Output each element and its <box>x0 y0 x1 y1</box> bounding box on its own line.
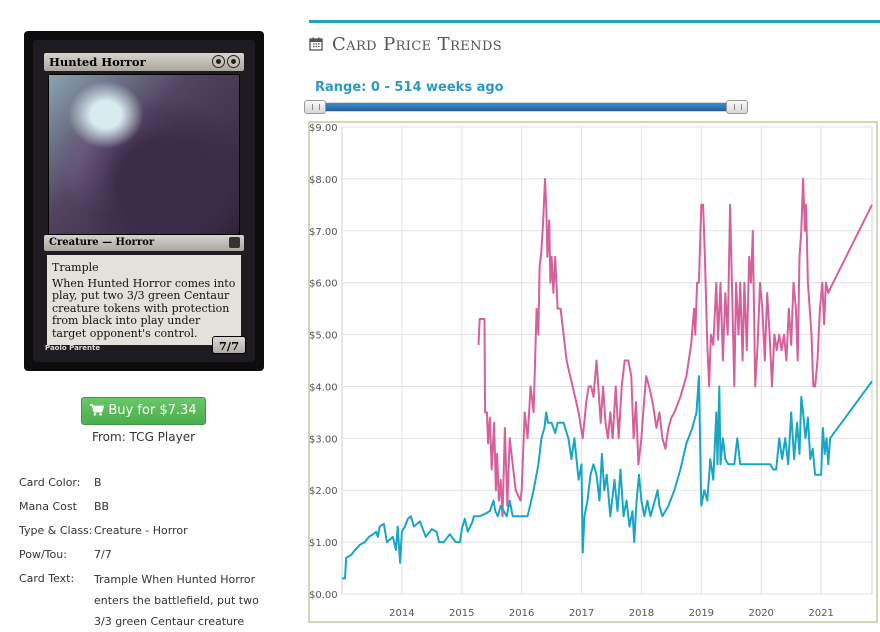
detail-row: Mana Cost BB <box>19 495 269 519</box>
set-symbol-icon <box>229 237 240 248</box>
card-keyword: Trample <box>52 261 99 274</box>
card-frame: Hunted Horror Creature — Horror Trample … <box>33 40 255 362</box>
x-tick-label: 2016 <box>509 608 534 619</box>
card-type-text: Creature — Horror <box>49 237 155 248</box>
y-tick-label: $4.00 <box>309 382 338 393</box>
y-tick-label: $9.00 <box>309 123 338 134</box>
y-tick-label: $0.00 <box>309 590 338 601</box>
detail-value: Trample When Hunted Horror enters the ba… <box>94 573 259 628</box>
card-artist: Paolo Parente <box>45 344 101 352</box>
y-tick-label: $5.00 <box>309 331 338 342</box>
section-divider <box>309 20 880 23</box>
detail-row: Pow/Tou: 7/7 <box>19 543 269 567</box>
x-tick-label: 2018 <box>629 608 654 619</box>
plot-area <box>341 126 873 595</box>
detail-label: Card Color: <box>19 476 81 489</box>
detail-row: Card Color: B <box>19 471 269 495</box>
card-power-toughness: 7/7 <box>212 336 246 354</box>
shopping-cart-icon <box>90 404 105 416</box>
x-tick-label: 2021 <box>808 608 833 619</box>
x-tick-label: 2019 <box>689 608 714 619</box>
black-mana-icon <box>227 55 240 68</box>
mana-cost-icons <box>212 55 240 68</box>
detail-label: Type & Class: <box>19 524 93 537</box>
section-title: Card Price Trends <box>332 33 503 55</box>
detail-value: Creature - Horror <box>94 524 188 537</box>
price-chart-svg: $0.00 $1.00 $2.00 $3.00 $4.00 $5.00 $6.00 $7.00… <box>308 121 878 623</box>
x-tick-label: 2020 <box>748 608 773 619</box>
buy-button[interactable]: Buy for $7.34 <box>81 397 206 425</box>
card-name: Hunted Horror <box>44 53 244 71</box>
x-tick-label: 2017 <box>569 608 594 619</box>
detail-row: Card Text: Trample When Hunted Horror en… <box>19 567 269 632</box>
detail-value: B <box>94 476 102 489</box>
detail-value: BB <box>94 500 110 513</box>
card-name-text: Hunted Horror <box>49 55 146 69</box>
range-label: Range: 0 - 514 weeks ago <box>315 80 504 95</box>
detail-label: Pow/Tou: <box>19 548 67 561</box>
section-header: Card Price Trends <box>309 33 502 55</box>
y-tick-label: $3.00 <box>309 434 338 445</box>
calendar-icon <box>309 37 323 51</box>
card-details-table: Card Color: B Mana Cost BB Type & Class:… <box>19 471 269 632</box>
card-image: Hunted Horror Creature — Horror Trample … <box>24 31 264 371</box>
price-line-teal <box>342 375 873 580</box>
y-tick-label: $8.00 <box>309 175 338 186</box>
detail-row: Type & Class: Creature - Horror <box>19 519 269 543</box>
slider-range-fill <box>310 103 740 111</box>
y-tick-label: $2.00 <box>309 486 338 497</box>
range-slider[interactable] <box>304 100 748 114</box>
price-chart: $0.00 $1.00 $2.00 $3.00 $4.00 $5.00 $6.00 $7.00… <box>300 120 880 623</box>
y-tick-label: $6.00 <box>309 279 338 290</box>
buy-button-label: Buy for $7.34 <box>108 403 197 418</box>
buy-source: From: TCG Player <box>91 430 196 444</box>
card-artwork <box>48 74 240 235</box>
slider-min-handle[interactable] <box>304 100 326 114</box>
slider-max-handle[interactable] <box>726 100 748 114</box>
card-type-line: Creature — Horror <box>44 235 244 251</box>
detail-value: 7/7 <box>94 548 112 561</box>
black-mana-icon <box>212 55 225 68</box>
card-rules-box: Trample When Hunted Horror comes into pl… <box>47 255 241 345</box>
x-tick-label: 2015 <box>449 608 474 619</box>
detail-label: Mana Cost <box>19 500 77 513</box>
x-tick-label: 2014 <box>389 608 414 619</box>
detail-label: Card Text: <box>19 572 75 585</box>
price-line-pink <box>477 177 873 518</box>
card-rules-text: When Hunted Horror comes into play, put … <box>52 276 236 340</box>
y-tick-label: $1.00 <box>309 538 338 549</box>
y-tick-label: $7.00 <box>309 227 338 238</box>
